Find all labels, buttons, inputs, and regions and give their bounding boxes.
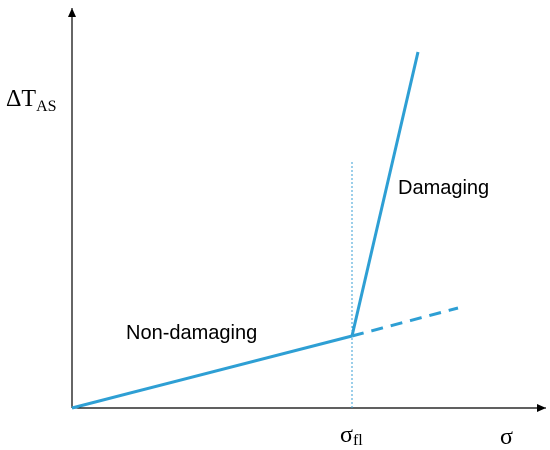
y-axis-symbol: ΔT (6, 86, 36, 112)
region-label: Non-damaging (126, 322, 257, 344)
threshold-subscript: fl (353, 432, 363, 449)
non-damaging-line (71, 334, 353, 410)
threshold-symbol: σ (340, 422, 353, 448)
extrapolation-line (351, 306, 459, 338)
x-axis-label: σ (500, 424, 513, 450)
y-axis-label: ΔTAS (6, 86, 57, 115)
y-axis-subscript: AS (36, 98, 56, 115)
region-label: Damaging (398, 177, 489, 199)
damaging-line (350, 51, 420, 337)
threshold-label: σfl (340, 422, 363, 449)
